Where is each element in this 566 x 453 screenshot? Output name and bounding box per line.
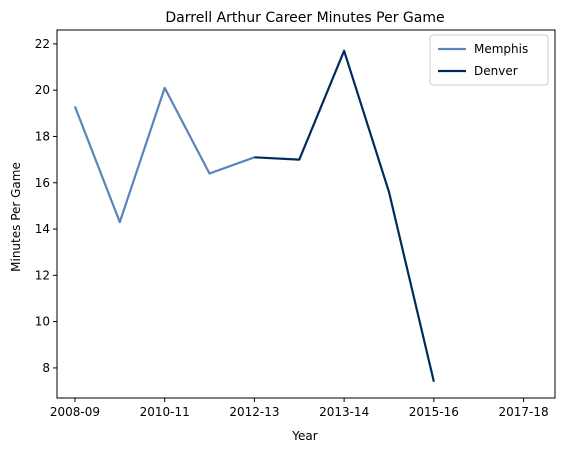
- legend: Memphis Denver: [429, 34, 549, 86]
- y-axis: 8 10 12 14 16 18 20 22: [35, 37, 57, 375]
- y-tick-label: 14: [35, 222, 50, 236]
- x-tick-label: 2012-13: [229, 405, 279, 419]
- x-axis: 2008-09 2010-11 2012-13 2013-14 2015-16 2017-…: [50, 398, 549, 419]
- series-line-memphis: [73, 86, 255, 224]
- x-axis-label: Year: [291, 429, 317, 443]
- y-tick-label: 10: [35, 315, 50, 329]
- y-tick-label: 20: [35, 83, 50, 97]
- plot-frame: [56, 29, 556, 399]
- y-tick-label: 22: [35, 37, 50, 51]
- x-tick-label: 2008-09: [50, 405, 100, 419]
- y-tick-label: 18: [35, 129, 50, 143]
- y-tick-label: 12: [35, 268, 50, 282]
- plot-area: [73, 49, 435, 383]
- legend-label-memphis: Memphis: [474, 42, 528, 56]
- x-tick-label: 2010-11: [140, 405, 190, 419]
- legend-label-denver: Denver: [474, 64, 518, 78]
- y-tick-label: 16: [35, 176, 50, 190]
- y-axis-label: Minutes Per Game: [9, 162, 23, 272]
- legend-box: [429, 34, 549, 86]
- chart-title: Darrell Arthur Career Minutes Per Game: [165, 10, 444, 26]
- x-tick-label: 2015-16: [409, 405, 459, 419]
- series-line-denver: [254, 49, 435, 383]
- y-tick-label: 8: [42, 361, 50, 375]
- x-tick-label: 2017-18: [499, 405, 549, 419]
- x-tick-label: 2013-14: [319, 405, 369, 419]
